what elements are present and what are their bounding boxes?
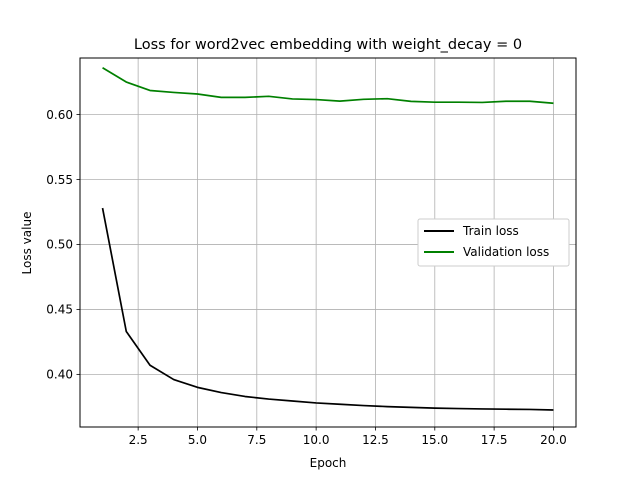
chart-title: Loss for word2vec embedding with weight_… — [134, 37, 522, 53]
y-tick-label: 0.40 — [46, 368, 73, 382]
plot-frame — [79, 57, 577, 428]
x-axis-label: Epoch — [310, 456, 347, 470]
y-tick-label: 0.55 — [46, 173, 73, 187]
ticks: 2.5 5.0 7.5 10.0 12.5 15.0 17.5 20.0 0.40 0.45 0.5… — [46, 108, 567, 447]
x-tick-label: 17.5 — [481, 433, 508, 447]
x-tick-label: 2.5 — [129, 433, 148, 447]
y-axis-label: Loss value — [20, 212, 34, 275]
train-loss-line — [101, 207, 554, 411]
y-tick-label: 0.50 — [46, 238, 73, 252]
x-tick-label: 20.0 — [540, 433, 567, 447]
x-tick-label: 7.5 — [247, 433, 266, 447]
y-tick-label: 0.60 — [46, 108, 73, 122]
legend-label-train-loss: Train loss — [462, 224, 519, 238]
x-tick-label: 5.0 — [188, 433, 207, 447]
legend-label-validation-loss: Validation loss — [463, 245, 549, 259]
x-tick-label: 12.5 — [362, 433, 389, 447]
x-tick-label: 15.0 — [421, 433, 448, 447]
legend-box — [417, 218, 570, 267]
x-tick-label: 10.0 — [303, 433, 330, 447]
validation-loss-line — [102, 67, 554, 105]
legend: Train loss Validation loss — [417, 218, 570, 267]
y-tick-label: 0.45 — [46, 303, 73, 317]
series-group — [101, 67, 554, 411]
